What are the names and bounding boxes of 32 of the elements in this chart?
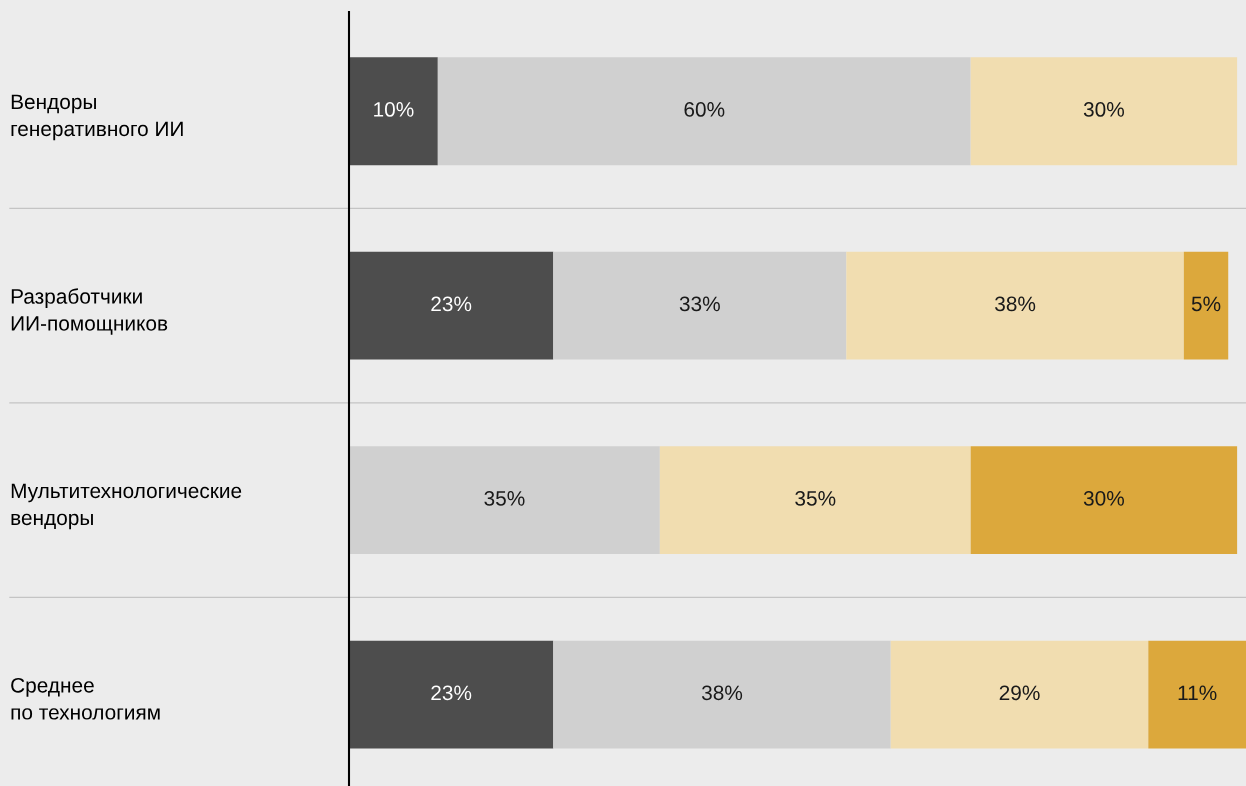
data-label: 5% xyxy=(1191,296,1221,312)
data-label: 29% xyxy=(999,685,1040,701)
bar xyxy=(970,446,1238,555)
y-tick-label: Разработчики ИИ-помощников xyxy=(11,288,168,335)
bar xyxy=(437,57,971,166)
data-label: 35% xyxy=(484,490,525,506)
bar xyxy=(846,251,1184,360)
data-label: 30% xyxy=(1083,102,1125,117)
bar xyxy=(349,446,660,555)
bar xyxy=(553,251,847,360)
bar xyxy=(970,57,1238,166)
y-tick-label: Мультитехнологические вендоры xyxy=(11,483,242,530)
bar xyxy=(1148,640,1246,749)
data-label: 23% xyxy=(431,296,472,312)
bar xyxy=(349,640,554,749)
bar xyxy=(1183,251,1229,360)
data-label: 60% xyxy=(684,102,725,117)
bar xyxy=(349,251,554,360)
data-label: 11% xyxy=(1178,685,1217,701)
data-label: 38% xyxy=(995,296,1036,312)
data-label: 38% xyxy=(701,685,743,701)
data-label: 33% xyxy=(679,296,720,312)
data-label: 23% xyxy=(431,685,472,701)
data-label: 10% xyxy=(374,102,414,117)
y-tick-label: Среднее по технологиям xyxy=(11,677,160,720)
bar xyxy=(349,57,438,166)
bar xyxy=(890,640,1149,749)
bar xyxy=(659,446,971,555)
data-label: 30% xyxy=(1083,490,1125,506)
y-tick-label: Вендоры генеративного ИИ xyxy=(11,94,183,141)
bar xyxy=(553,640,891,749)
data-label: 35% xyxy=(795,490,836,506)
